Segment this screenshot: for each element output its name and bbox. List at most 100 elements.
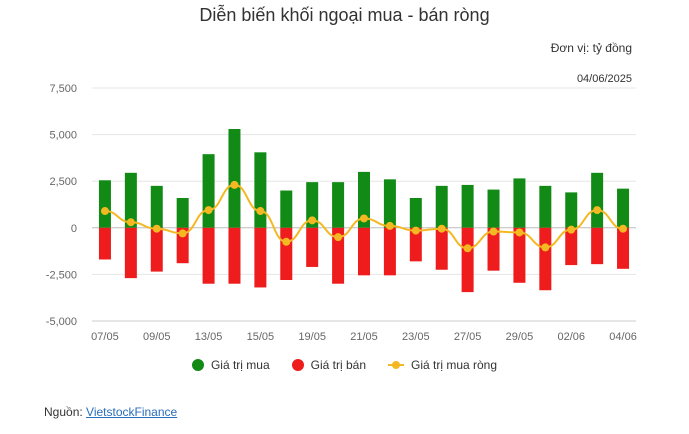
sell-bar — [306, 227, 319, 267]
buy-bar — [513, 178, 526, 228]
net-point — [126, 218, 135, 227]
buy-bar — [461, 184, 474, 228]
buy-bar — [383, 179, 396, 228]
sell-bar — [254, 227, 267, 288]
net-line-layer — [100, 180, 628, 253]
sell-bar — [617, 227, 630, 269]
net-point — [619, 224, 628, 233]
sell-bar — [202, 227, 215, 284]
net-point — [360, 214, 368, 223]
buy-bar — [176, 197, 189, 228]
net-point — [515, 228, 524, 237]
buy-bar — [306, 182, 319, 228]
sell-bar — [150, 227, 163, 272]
sell-bar — [358, 227, 370, 276]
x-tick-label: 02/06 — [557, 331, 585, 343]
legend-item-sell[interactable]: Giá trị bán — [291, 358, 366, 372]
net-point — [593, 206, 602, 215]
buy-bar — [539, 185, 552, 228]
net-point — [152, 224, 161, 233]
sell-bar — [435, 227, 448, 270]
y-tick-label: -2,500 — [46, 269, 77, 281]
buy-bar — [202, 154, 215, 228]
buy-bar — [565, 192, 578, 228]
sell-bar — [124, 227, 137, 279]
x-tick-label: 09/05 — [143, 331, 171, 343]
legend-net-marker — [388, 359, 404, 371]
chart-title: Diễn biến khối ngoại mua - bán ròng — [199, 5, 490, 25]
net-point — [178, 229, 187, 238]
net-point — [204, 206, 213, 215]
x-tick-label: 13/05 — [195, 331, 223, 343]
net-point — [100, 207, 109, 216]
legend-net-label: Giá trị mua ròng — [411, 358, 498, 372]
net-point — [489, 227, 498, 236]
buy-bar — [358, 171, 370, 228]
net-point — [411, 226, 420, 235]
buy-bar — [150, 185, 163, 228]
buy-bar — [487, 189, 500, 228]
net-point — [256, 207, 265, 216]
legend-sell-label: Giá trị bán — [310, 358, 366, 372]
legend-buy-marker — [191, 359, 204, 371]
y-tick-label: -5,000 — [46, 316, 77, 328]
sell-bar — [332, 227, 345, 284]
buy-bar — [254, 152, 267, 228]
y-tick-label: 2,500 — [49, 176, 77, 188]
x-tick-label: 04/06 — [609, 331, 637, 343]
sell-bar — [565, 227, 578, 266]
legend-item-buy[interactable]: Giá trị mua — [191, 358, 270, 372]
y-tick-label: 5,000 — [49, 130, 77, 142]
sell-bar — [591, 227, 604, 265]
bars-layer — [98, 129, 630, 293]
x-tick-label: 29/05 — [506, 331, 534, 343]
buy-bar — [409, 197, 422, 228]
legend-buy-label: Giá trị mua — [210, 358, 270, 372]
sell-bar — [280, 227, 293, 280]
net-point — [567, 225, 576, 234]
buy-bar — [228, 129, 241, 228]
sell-bar — [409, 227, 422, 262]
net-point — [308, 216, 317, 225]
x-tick-label: 15/05 — [247, 331, 275, 343]
x-tick-label: 21/05 — [350, 331, 378, 343]
y-axis-labels: -5,000 -2,500 0 2,500 5,000 7,500 — [46, 83, 77, 328]
buy-bar — [280, 190, 293, 228]
sell-bar — [383, 227, 396, 276]
y-tick-label: 0 — [71, 223, 77, 235]
source-link[interactable]: VietstockFinance — [86, 405, 178, 419]
date-label: 04/06/2025 — [576, 73, 632, 85]
x-tick-label: 27/05 — [454, 331, 482, 343]
net-point — [437, 224, 446, 233]
sell-bar — [487, 227, 500, 271]
legend-sell-marker — [291, 359, 304, 371]
legend-item-net[interactable]: Giá trị mua ròng — [388, 358, 497, 372]
sell-bar — [228, 227, 241, 284]
x-tick-label: 23/05 — [402, 331, 430, 343]
sell-bar — [461, 227, 474, 293]
net-point — [282, 237, 291, 246]
buy-bar — [591, 172, 604, 228]
unit-label: Đơn vị: tỷ đồng — [550, 41, 632, 55]
x-tick-label: 07/05 — [91, 331, 119, 343]
y-tick-label: 7,500 — [49, 83, 77, 95]
buy-bar — [332, 182, 345, 228]
buy-bar — [124, 172, 137, 228]
legend: Giá trị mua Giá trị bán Giá trị mua ròng — [0, 358, 689, 372]
buy-bar — [98, 180, 111, 228]
net-point — [463, 244, 472, 253]
buy-bar — [617, 188, 630, 228]
sell-bar — [176, 227, 189, 264]
sell-bar — [98, 227, 111, 260]
sell-bar — [539, 227, 552, 291]
net-point — [541, 243, 550, 252]
source-note: Nguồn: VietstockFinance — [44, 405, 177, 419]
net-point — [385, 221, 394, 230]
sell-bar — [513, 227, 526, 283]
net-point — [230, 180, 239, 189]
x-tick-label: 19/05 — [298, 331, 326, 343]
x-axis-labels: 07/05 09/05 13/05 15/05 19/05 21/05 23/05 27/05… — [91, 331, 637, 343]
source-label: Nguồn: — [44, 405, 87, 419]
buy-bar — [435, 185, 448, 228]
